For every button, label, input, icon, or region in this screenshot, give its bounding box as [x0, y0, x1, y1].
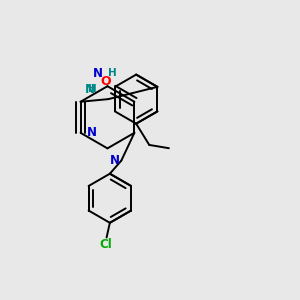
Text: O: O — [101, 75, 112, 88]
Text: Cl: Cl — [100, 238, 112, 251]
Text: H: H — [88, 84, 97, 94]
Text: N: N — [110, 154, 120, 167]
Text: N: N — [93, 67, 103, 80]
Text: N: N — [85, 83, 94, 96]
Text: N: N — [86, 126, 96, 139]
Text: H: H — [108, 68, 117, 78]
